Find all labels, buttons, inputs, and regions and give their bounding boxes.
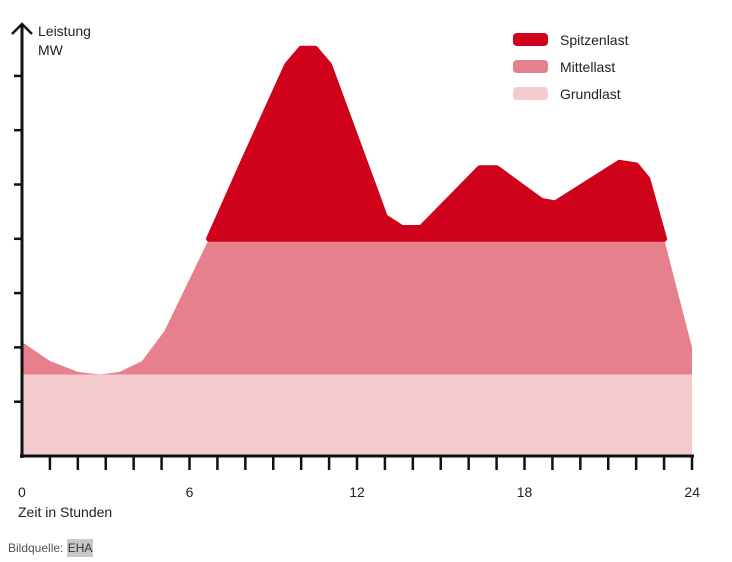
area-grundlast — [22, 374, 692, 456]
legend-label: Mittellast — [560, 59, 615, 75]
image-caption: Bildquelle: EHA — [8, 539, 94, 557]
legend-swatch — [513, 60, 548, 73]
legend-swatch — [513, 87, 548, 100]
caption-label: Bildquelle: — [8, 541, 64, 555]
y-axis-unit: MW — [38, 42, 64, 58]
y-axis-arrow — [11, 22, 33, 35]
legend-swatch — [513, 33, 548, 46]
x-axis-label: Zeit in Stunden — [18, 504, 112, 520]
y-axis-label: Leistung — [38, 23, 91, 39]
legend-label: Grundlast — [560, 86, 621, 102]
x-tick-label: 18 — [517, 484, 533, 500]
caption-source: EHA — [66, 539, 94, 557]
x-tick-label: 6 — [186, 484, 194, 500]
legend-label: Spitzenlast — [560, 32, 629, 48]
x-tick-label: 24 — [684, 484, 700, 500]
area-spitzenlast — [206, 45, 668, 242]
x-tick-label: 0 — [18, 484, 26, 500]
x-tick-label: 12 — [349, 484, 365, 500]
